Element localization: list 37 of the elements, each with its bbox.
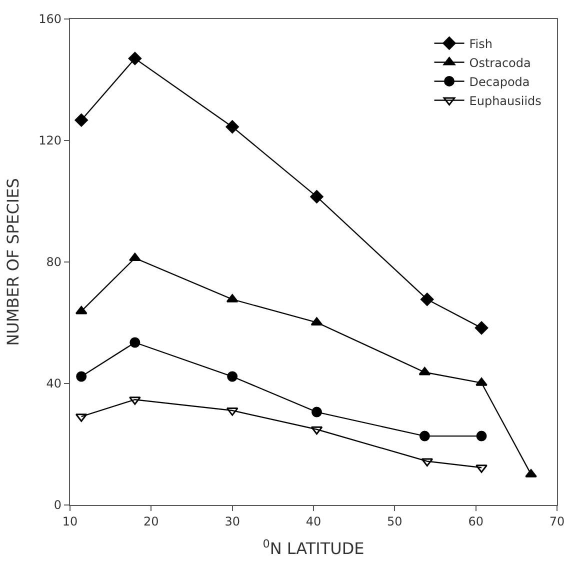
- point: [227, 371, 238, 382]
- y-tick-label: 80: [46, 255, 62, 270]
- point: [312, 406, 322, 418]
- y-tick-label: 0: [54, 498, 62, 512]
- x-tick-label: 60: [468, 514, 484, 528]
- point: [128, 52, 142, 66]
- legend-label: Decapoda: [469, 74, 530, 89]
- point: [310, 190, 324, 204]
- point: [525, 469, 537, 478]
- y-axis-title: NUMBER OF SPECIES: [3, 178, 22, 346]
- point: [130, 337, 140, 348]
- point: [476, 378, 488, 386]
- point: [75, 306, 88, 314]
- x-tick-label: 10: [62, 514, 78, 528]
- x-tick-label: 20: [144, 514, 159, 528]
- x-axis-title: $^{0}$N LATITUDE: [262, 537, 364, 558]
- point: [128, 252, 141, 262]
- legend-label: Ostracoda: [469, 56, 531, 70]
- x-tick-label: 50: [387, 514, 402, 528]
- x-tick-label: 30: [224, 514, 240, 528]
- point: [226, 120, 239, 134]
- legend-label: Fish: [469, 36, 492, 51]
- y-tick-label: 120: [38, 134, 62, 148]
- legend-label: Euphausiids: [469, 94, 542, 108]
- point: [419, 430, 430, 442]
- point: [421, 458, 434, 467]
- point: [420, 292, 434, 306]
- x-tick-label: 40: [306, 514, 322, 528]
- point: [310, 426, 323, 435]
- point: [476, 464, 488, 473]
- point: [474, 321, 488, 335]
- point: [74, 114, 88, 127]
- point: [476, 430, 487, 442]
- point: [76, 371, 87, 382]
- y-tick-label: 40: [46, 376, 62, 391]
- y-tick-label: 160: [38, 12, 62, 26]
- x-tick-label: 70: [549, 514, 565, 528]
